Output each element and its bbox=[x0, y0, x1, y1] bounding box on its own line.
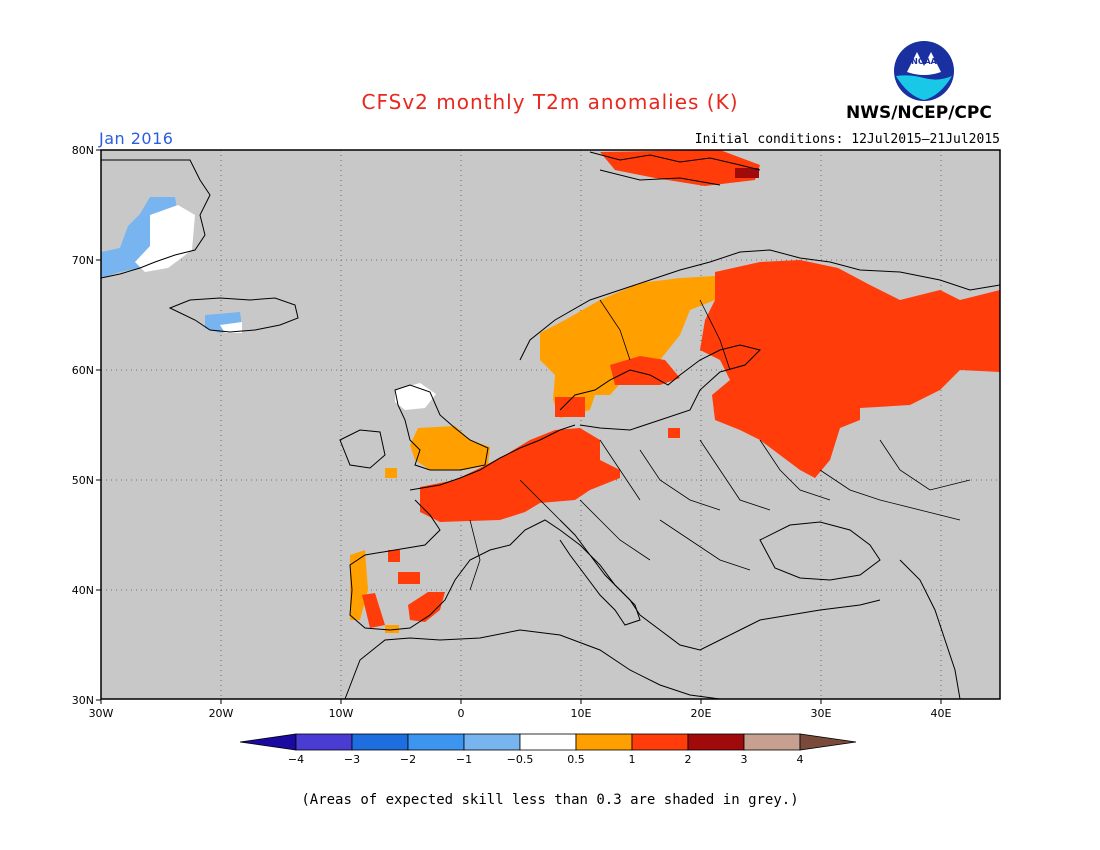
anomaly-shading bbox=[101, 150, 1000, 633]
lat-tick-label: 70N bbox=[72, 254, 94, 267]
lon-tick-label: 10E bbox=[571, 707, 592, 720]
colorbar-label: −3 bbox=[344, 753, 360, 766]
colorbar-segment bbox=[575, 733, 633, 751]
scandinavia-positive-anomaly bbox=[540, 276, 715, 418]
ireland-positive-anomaly bbox=[385, 468, 397, 478]
colorbar-segment bbox=[295, 733, 353, 751]
colorbar bbox=[239, 733, 857, 751]
initial-conditions: Initial conditions: 12Jul2015–21Jul2015 bbox=[694, 132, 1000, 147]
colorbar-label: 1 bbox=[629, 753, 636, 766]
iberia-positive-anomaly-3 bbox=[398, 572, 420, 584]
map-title: CFSv2 monthly T2m anomalies (K) bbox=[361, 90, 739, 114]
colorbar-label: −0.5 bbox=[507, 753, 534, 766]
map-frame bbox=[100, 149, 1001, 700]
country-borders bbox=[469, 299, 971, 591]
colorbar-label: 3 bbox=[741, 753, 748, 766]
poland-positive-anomaly bbox=[668, 428, 680, 438]
north-europe-coast bbox=[519, 249, 1001, 361]
colorbar-label: −2 bbox=[400, 753, 416, 766]
sweden-positive-anomaly bbox=[610, 356, 680, 385]
iberia-positive-anomaly-6 bbox=[385, 625, 399, 633]
colorbar-segment bbox=[463, 733, 521, 751]
black-sea-coast bbox=[759, 521, 881, 581]
russia-positive-anomaly bbox=[700, 260, 1000, 478]
lon-tick-label: 0 bbox=[458, 707, 465, 720]
svalbard-positive-anomaly bbox=[600, 150, 760, 186]
greenland-coast bbox=[100, 159, 211, 279]
ireland-coast bbox=[339, 429, 386, 469]
continental-coast bbox=[349, 424, 881, 651]
iberia-positive-anomaly-2 bbox=[388, 550, 400, 562]
lat-tick-label: 30N bbox=[72, 694, 94, 707]
svalbard-coast bbox=[589, 151, 761, 186]
colorbar-label: 4 bbox=[797, 753, 804, 766]
colorbar-label: 0.5 bbox=[567, 753, 585, 766]
iberia-positive-anomaly-1 bbox=[350, 550, 368, 620]
lon-tick-label: 20E bbox=[691, 707, 712, 720]
east-coast bbox=[899, 559, 961, 700]
colorbar-label: −4 bbox=[288, 753, 304, 766]
lon-tick-label: 30E bbox=[811, 707, 832, 720]
lat-tick-label: 50N bbox=[72, 474, 94, 487]
forecast-month: Jan 2016 bbox=[99, 129, 174, 148]
lat-tick-label: 80N bbox=[72, 144, 94, 157]
colorbar-label: −1 bbox=[456, 753, 472, 766]
colorbar-label: 2 bbox=[685, 753, 692, 766]
colorbar-labels: −4 −3 −2 −1 −0.5 0.5 1 2 3 4 bbox=[288, 753, 804, 766]
italy-coast bbox=[559, 519, 641, 626]
lon-tick-label: 30W bbox=[89, 707, 114, 720]
north-africa-coast bbox=[344, 629, 721, 700]
colorbar-segment bbox=[351, 733, 409, 751]
colorbar-segment bbox=[519, 733, 577, 751]
lat-tick-label: 60N bbox=[72, 364, 94, 377]
svalbard-strong-anomaly bbox=[735, 168, 759, 178]
uk-positive-anomaly bbox=[410, 426, 490, 470]
lat-tick-label: 40N bbox=[72, 584, 94, 597]
lon-tick-label: 40E bbox=[931, 707, 952, 720]
colorbar-segment bbox=[687, 733, 745, 751]
latitude-labels: 80N 70N 60N 50N 40N 30N bbox=[72, 144, 101, 707]
greenland-white-anomaly bbox=[135, 205, 195, 272]
colorbar-segment bbox=[407, 733, 465, 751]
iberia-positive-anomaly-4 bbox=[362, 593, 385, 628]
agency-label: NWS/NCEP/CPC bbox=[846, 103, 992, 123]
iceland-coast bbox=[168, 297, 299, 333]
baltic-coast bbox=[559, 344, 761, 431]
colorbar-segment bbox=[743, 733, 801, 751]
iberia-positive-anomaly-5 bbox=[408, 592, 445, 622]
lon-tick-label: 10W bbox=[329, 707, 354, 720]
scotland-white-anomaly bbox=[395, 383, 436, 410]
uk-coast bbox=[394, 384, 489, 471]
lon-tick-label: 20W bbox=[209, 707, 234, 720]
map-background bbox=[101, 150, 1000, 699]
longitude-labels: 30W 20W 10W 0 10E 20E 30E 40E bbox=[89, 699, 952, 720]
colorbar-high-arrow bbox=[799, 733, 857, 751]
skill-note: (Areas of expected skill less than 0.3 a… bbox=[301, 792, 799, 808]
noaa-logo-text: NOAA bbox=[911, 57, 937, 66]
noaa-logo: NOAA bbox=[894, 41, 954, 101]
iceland-white-anomaly bbox=[220, 322, 242, 333]
western-europe-positive-anomaly bbox=[420, 428, 620, 522]
denmark-positive-anomaly bbox=[555, 397, 585, 417]
coastlines bbox=[100, 151, 1001, 700]
colorbar-low-arrow bbox=[239, 733, 297, 751]
colorbar-segment bbox=[631, 733, 689, 751]
